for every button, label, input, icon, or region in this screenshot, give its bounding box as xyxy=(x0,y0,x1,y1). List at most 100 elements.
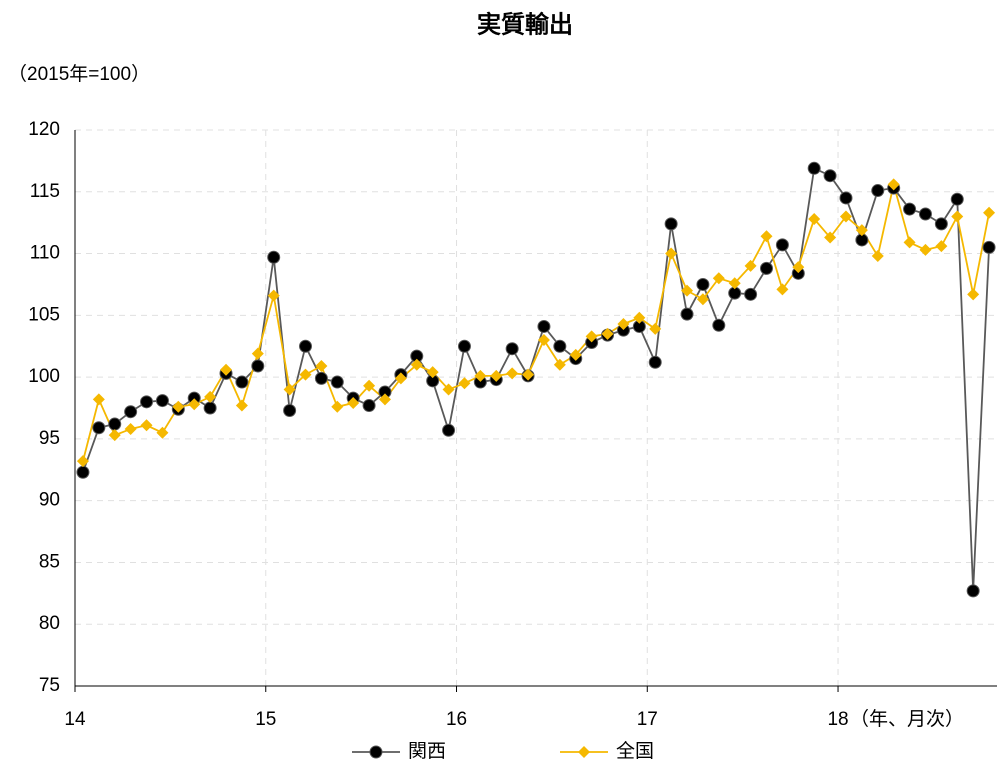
marker xyxy=(744,259,757,272)
marker xyxy=(649,322,662,335)
marker xyxy=(918,207,932,221)
marker xyxy=(155,394,169,408)
marker xyxy=(934,217,948,231)
marker xyxy=(458,377,471,390)
marker xyxy=(235,375,249,389)
legend-marker xyxy=(578,746,590,758)
marker xyxy=(203,401,217,415)
marker xyxy=(410,358,423,371)
marker xyxy=(648,355,662,369)
marker xyxy=(505,342,519,356)
marker xyxy=(553,358,566,371)
marker xyxy=(92,421,106,435)
marker xyxy=(490,369,503,382)
marker xyxy=(188,398,201,411)
marker xyxy=(378,393,391,406)
marker xyxy=(442,383,455,396)
marker xyxy=(426,366,439,379)
marker xyxy=(347,397,360,410)
y-tick-label: 75 xyxy=(39,675,60,696)
marker xyxy=(251,359,265,373)
y-tick-label: 110 xyxy=(30,243,60,264)
marker xyxy=(633,311,646,324)
y-tick-label: 115 xyxy=(30,181,60,202)
marker xyxy=(664,217,678,231)
marker xyxy=(966,584,980,598)
marker xyxy=(140,419,153,432)
marker xyxy=(983,206,996,219)
marker xyxy=(680,307,694,321)
marker xyxy=(903,236,916,249)
marker xyxy=(808,212,821,225)
x-tick-label: 14 xyxy=(64,709,86,730)
marker xyxy=(314,371,328,385)
y-tick-label: 85 xyxy=(39,551,60,572)
marker xyxy=(807,161,821,175)
marker xyxy=(267,250,281,264)
marker xyxy=(394,372,407,385)
marker xyxy=(331,400,344,413)
marker xyxy=(362,399,376,413)
marker xyxy=(903,202,917,216)
marker xyxy=(124,405,138,419)
marker xyxy=(824,231,837,244)
marker xyxy=(108,417,122,431)
x-tick-label: 18 xyxy=(827,709,848,730)
marker xyxy=(585,330,598,343)
y-axis-label: （2015年=100） xyxy=(8,63,150,85)
legend-marker xyxy=(369,745,383,759)
marker xyxy=(315,359,328,372)
marker xyxy=(696,293,709,306)
marker xyxy=(760,261,773,275)
marker xyxy=(728,277,741,290)
marker xyxy=(982,240,996,254)
marker xyxy=(617,317,630,330)
marker xyxy=(506,367,519,380)
marker xyxy=(172,400,185,413)
legend-label: 全国 xyxy=(616,740,654,762)
marker xyxy=(537,334,550,347)
marker xyxy=(776,283,789,296)
marker xyxy=(839,191,853,205)
x-tick-label: 15 xyxy=(255,709,276,730)
chart-title: 実質輸出 xyxy=(477,10,573,38)
marker xyxy=(871,184,885,198)
marker xyxy=(775,238,789,252)
marker xyxy=(457,339,471,353)
marker xyxy=(156,426,169,439)
marker xyxy=(124,423,137,436)
marker xyxy=(220,363,233,376)
marker xyxy=(283,403,297,417)
marker xyxy=(601,327,614,340)
marker xyxy=(299,368,312,381)
marker xyxy=(951,210,964,223)
marker xyxy=(887,178,900,191)
y-tick-label: 90 xyxy=(39,490,60,511)
marker xyxy=(537,319,551,333)
y-tick-label: 95 xyxy=(39,428,60,449)
series-line xyxy=(82,184,990,462)
marker xyxy=(204,390,217,403)
marker xyxy=(76,455,89,468)
marker xyxy=(823,169,837,183)
marker xyxy=(712,272,725,285)
marker xyxy=(665,247,678,260)
marker xyxy=(967,288,980,301)
marker xyxy=(855,224,868,237)
x-tick-label: 16 xyxy=(446,709,467,730)
marker xyxy=(251,347,264,360)
marker xyxy=(283,383,296,396)
y-tick-label: 100 xyxy=(28,366,60,387)
marker xyxy=(474,369,487,382)
y-tick-label: 120 xyxy=(28,119,60,140)
marker xyxy=(569,348,582,361)
marker xyxy=(108,429,121,442)
marker xyxy=(330,375,344,389)
marker xyxy=(935,240,948,253)
x-tick-label: 17 xyxy=(637,709,658,730)
marker xyxy=(522,368,535,381)
marker xyxy=(696,277,710,291)
marker xyxy=(140,395,154,409)
legend-label: 関西 xyxy=(408,741,446,762)
